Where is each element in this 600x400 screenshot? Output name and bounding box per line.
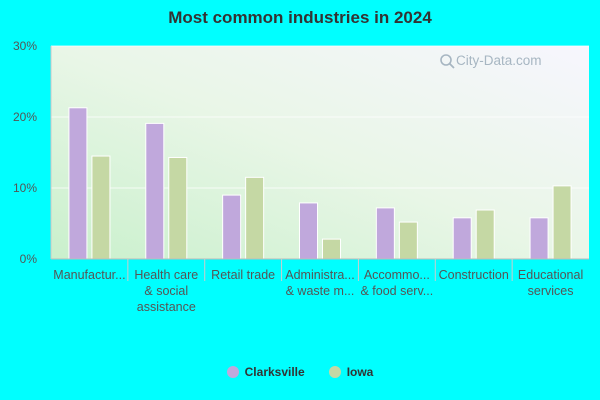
bar-iowa [322,238,341,260]
magnifier-icon [440,54,455,69]
x-category-label: Construction [439,268,509,282]
bar-iowa [398,221,418,260]
x-category-label: Manufactur... [53,268,125,282]
watermark: City-Data.com [440,53,542,69]
x-category-label: Health care & social assistance [134,268,198,314]
bar-clarksville [375,207,395,260]
legend-label: Clarksville [244,365,305,379]
legend-swatch [328,366,341,378]
bar-clarksville [299,202,318,260]
bar-iowa [91,155,111,260]
bar-iowa [245,176,265,260]
legend-label: Iowa [346,365,374,379]
legend-item-clarksville: Clarksville [226,365,305,379]
legend: Clarksville Iowa [0,365,600,379]
bar-clarksville [529,217,549,260]
y-tick-label: 20% [13,110,37,124]
watermark-text: City-Data.com [456,53,542,68]
legend-swatch [226,366,239,378]
plot-background [51,46,589,259]
chart-title: Most common industries in 2024 [168,8,432,27]
x-category-label: Retail trade [211,268,275,282]
x-category-label: Administra... & waste m... [285,268,354,298]
legend-item-iowa: Iowa [328,365,374,379]
x-category-label: Accommo... & food serv... [360,268,433,298]
bar-clarksville [145,122,165,260]
y-tick-label: 10% [13,181,37,195]
bar-clarksville [68,107,88,260]
bar-iowa [168,156,188,260]
bar-clarksville [222,194,242,260]
x-category-label: Educational services [518,268,583,298]
y-tick-label: 30% [13,39,37,53]
bar-iowa [552,185,572,260]
y-tick-label: 0% [20,252,38,266]
bar-clarksville [452,217,472,260]
bar-iowa [475,209,495,260]
